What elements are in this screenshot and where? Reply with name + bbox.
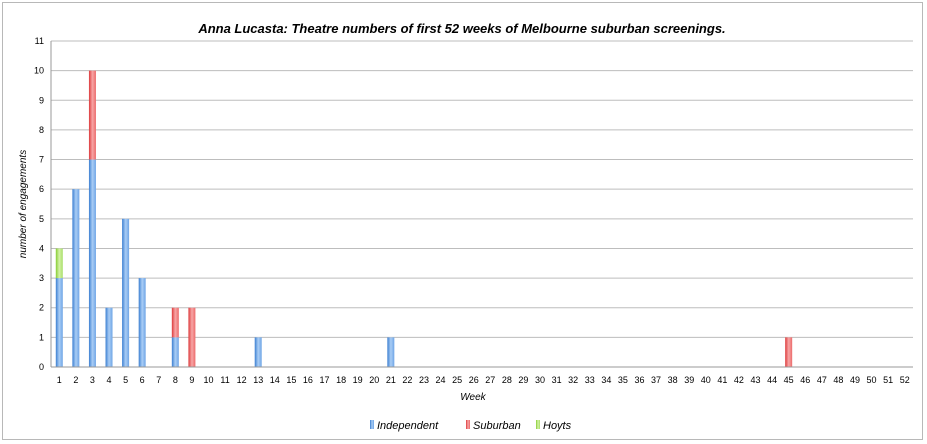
- x-tick-label: 44: [767, 375, 777, 385]
- x-tick-label: 36: [634, 375, 644, 385]
- x-tick-label: 22: [402, 375, 412, 385]
- x-tick-label: 11: [220, 375, 229, 385]
- y-tick-label: 9: [39, 95, 44, 105]
- x-tick-label: 4: [107, 375, 112, 385]
- x-tick-label: 18: [336, 375, 346, 385]
- chart-title: Anna Lucasta: Theatre numbers of first 5…: [197, 21, 725, 36]
- x-tick-label: 12: [237, 375, 247, 385]
- x-axis-label: Week: [460, 392, 486, 403]
- x-tick-label: 8: [173, 375, 178, 385]
- x-tick-label: 7: [156, 375, 161, 385]
- x-tick-label: 43: [751, 375, 761, 385]
- chart: Anna Lucasta: Theatre numbers of first 5…: [18, 21, 913, 432]
- legend-swatch-independent: [370, 420, 374, 429]
- legend: Independent Suburban Hoyts: [370, 420, 572, 432]
- x-tick-label: 1: [57, 375, 62, 385]
- bar-independent-week-8: [171, 337, 179, 367]
- x-tick-label: 41: [717, 375, 727, 385]
- x-tick-label: 23: [419, 375, 429, 385]
- bar-independent-week-6: [138, 278, 146, 367]
- bar-hoyts-week-1: [55, 248, 63, 279]
- x-tick-label: 25: [452, 375, 462, 385]
- x-tick-label: 16: [303, 375, 313, 385]
- x-tick-label: 14: [270, 375, 280, 385]
- x-tick-label: 13: [253, 375, 263, 385]
- y-tick-label: 2: [39, 303, 44, 313]
- y-tick-label: 7: [39, 155, 44, 165]
- x-tick-label: 31: [552, 375, 562, 385]
- x-tick-label: 42: [734, 375, 744, 385]
- y-axis-label: number of engagements: [18, 150, 29, 258]
- x-tick-label: 2: [73, 375, 78, 385]
- x-tick-label: 24: [436, 375, 446, 385]
- x-tick-label: 33: [585, 375, 595, 385]
- y-tick-label: 4: [39, 243, 44, 253]
- y-tick-label: 10: [34, 66, 44, 76]
- bar-independent-week-2: [72, 189, 80, 367]
- x-tick-label: 30: [535, 375, 545, 385]
- x-tick-label: 32: [568, 375, 578, 385]
- x-tick-label: 49: [850, 375, 860, 385]
- x-tick-label: 34: [601, 375, 611, 385]
- y-tick-label: 11: [35, 36, 44, 46]
- x-tick-label: 51: [883, 375, 893, 385]
- x-tick-label: 48: [833, 375, 843, 385]
- x-tick-label: 46: [800, 375, 810, 385]
- x-tick-label: 17: [320, 375, 330, 385]
- x-tick-labels: 1 2 3 4 5 6 7 8 9 10 11 12 13 14 15 16 17 18 19 20 21 22 23 24 2…: [57, 375, 910, 385]
- x-tick-label: 39: [684, 375, 694, 385]
- x-tick-label: 20: [369, 375, 379, 385]
- bar-independent-week-4: [105, 307, 113, 367]
- y-tick-label: 5: [39, 214, 44, 224]
- x-tick-label: 45: [784, 375, 794, 385]
- x-tick-label: 10: [203, 375, 213, 385]
- x-tick-label: 50: [867, 375, 877, 385]
- y-tick-label: 0: [39, 362, 44, 372]
- y-tick-label: 8: [39, 125, 44, 135]
- bar-independent-week-13: [254, 337, 262, 367]
- legend-label-independent: Independent: [377, 420, 439, 432]
- x-tick-label: 35: [618, 375, 628, 385]
- x-tick-label: 38: [668, 375, 678, 385]
- y-tick-label: 6: [39, 184, 44, 194]
- gridlines: [51, 40, 913, 338]
- y-tick-labels: 0 1 2 3 4 5 6 7 8 9 10 11: [34, 36, 44, 372]
- x-tick-label: 6: [140, 375, 145, 385]
- x-tick-label: 52: [900, 375, 910, 385]
- x-tick-label: 9: [189, 375, 194, 385]
- y-tick-label: 3: [39, 273, 44, 283]
- bar-suburban-week-45: [785, 337, 793, 367]
- x-tick-label: 19: [353, 375, 363, 385]
- bar-independent-week-3: [88, 159, 96, 367]
- legend-label-suburban: Suburban: [473, 420, 521, 432]
- x-tick-label: 21: [386, 375, 396, 385]
- bar-independent-week-21: [387, 337, 395, 367]
- bar-independent-week-1: [55, 278, 63, 367]
- bar-suburban-week-3: [88, 70, 96, 160]
- x-tick-label: 27: [485, 375, 495, 385]
- legend-swatch-hoyts: [536, 420, 540, 429]
- bar-suburban-week-9: [188, 307, 196, 367]
- legend-swatch-suburban: [466, 420, 470, 429]
- x-tick-label: 40: [701, 375, 711, 385]
- x-tick-label: 28: [502, 375, 512, 385]
- bar-suburban-week-8: [171, 307, 179, 338]
- y-tick-label: 1: [39, 332, 44, 342]
- x-tick-label: 15: [286, 375, 296, 385]
- bar-independent-week-5: [122, 218, 130, 367]
- x-tick-label: 3: [90, 375, 95, 385]
- bars: [55, 70, 793, 367]
- x-tick-label: 29: [518, 375, 528, 385]
- x-tick-label: 5: [123, 375, 128, 385]
- legend-label-hoyts: Hoyts: [543, 420, 572, 432]
- x-tick-label: 26: [469, 375, 479, 385]
- x-tick-label: 47: [817, 375, 827, 385]
- x-tick-label: 37: [651, 375, 661, 385]
